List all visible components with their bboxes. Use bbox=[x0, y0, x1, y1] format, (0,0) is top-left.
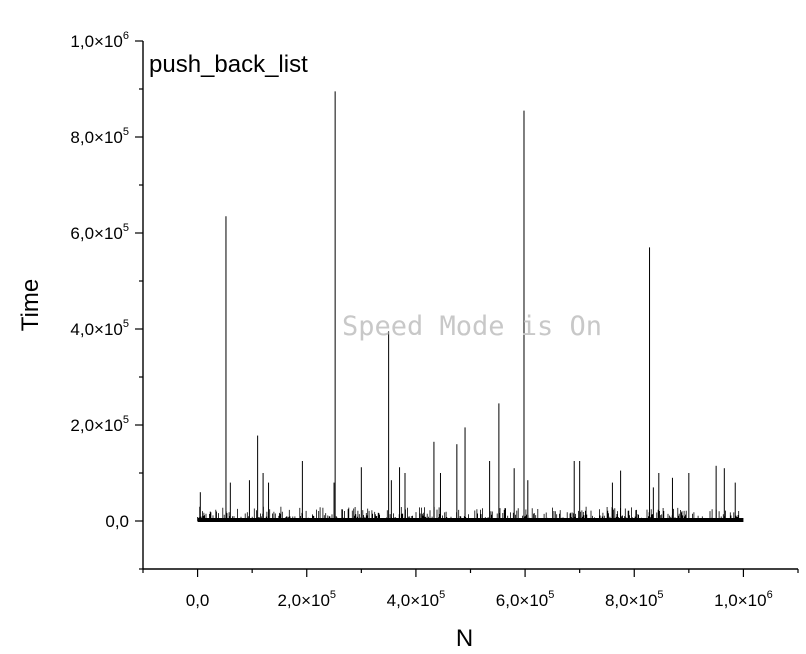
y-tick-label: 1,0×106 bbox=[70, 30, 129, 51]
y-axis-title: Time bbox=[17, 279, 44, 331]
series-push-back-list bbox=[197, 91, 744, 522]
y-tick-label: 6,0×105 bbox=[70, 222, 129, 243]
series-noise bbox=[197, 506, 742, 521]
x-tick-label: 8,0×105 bbox=[605, 589, 664, 610]
series-baseline bbox=[197, 518, 744, 522]
x-tick-label: 0,0 bbox=[186, 591, 210, 610]
y-tick-label: 4,0×105 bbox=[70, 318, 129, 339]
y-tick-label: 2,0×105 bbox=[70, 414, 129, 435]
y-tick-label: 0,0 bbox=[105, 512, 129, 531]
x-tick-label: 2,0×105 bbox=[277, 589, 336, 610]
legend-label: push_back_list bbox=[149, 51, 308, 78]
x-tick-label: 6,0×105 bbox=[496, 589, 555, 610]
axes bbox=[135, 40, 799, 577]
x-axis-title: N bbox=[456, 625, 473, 652]
tick-labels: 0,0 2,0×105 4,0×105 6,0×105 8,0×105 1,0×106 0,… bbox=[70, 30, 772, 610]
watermark-text: Speed Mode is On bbox=[342, 311, 602, 342]
x-tick-label: 4,0×105 bbox=[387, 589, 446, 610]
y-tick-label: 8,0×105 bbox=[70, 126, 129, 147]
x-tick-label: 1,0×106 bbox=[714, 589, 773, 610]
